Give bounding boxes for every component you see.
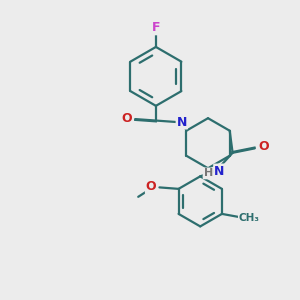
Text: CH₃: CH₃ (239, 213, 260, 223)
Text: O: O (146, 180, 157, 193)
Text: O: O (122, 112, 132, 125)
Text: N: N (177, 116, 187, 128)
Text: F: F (152, 21, 160, 34)
Text: O: O (258, 140, 269, 153)
Text: N: N (214, 165, 225, 178)
Text: H: H (204, 168, 213, 178)
